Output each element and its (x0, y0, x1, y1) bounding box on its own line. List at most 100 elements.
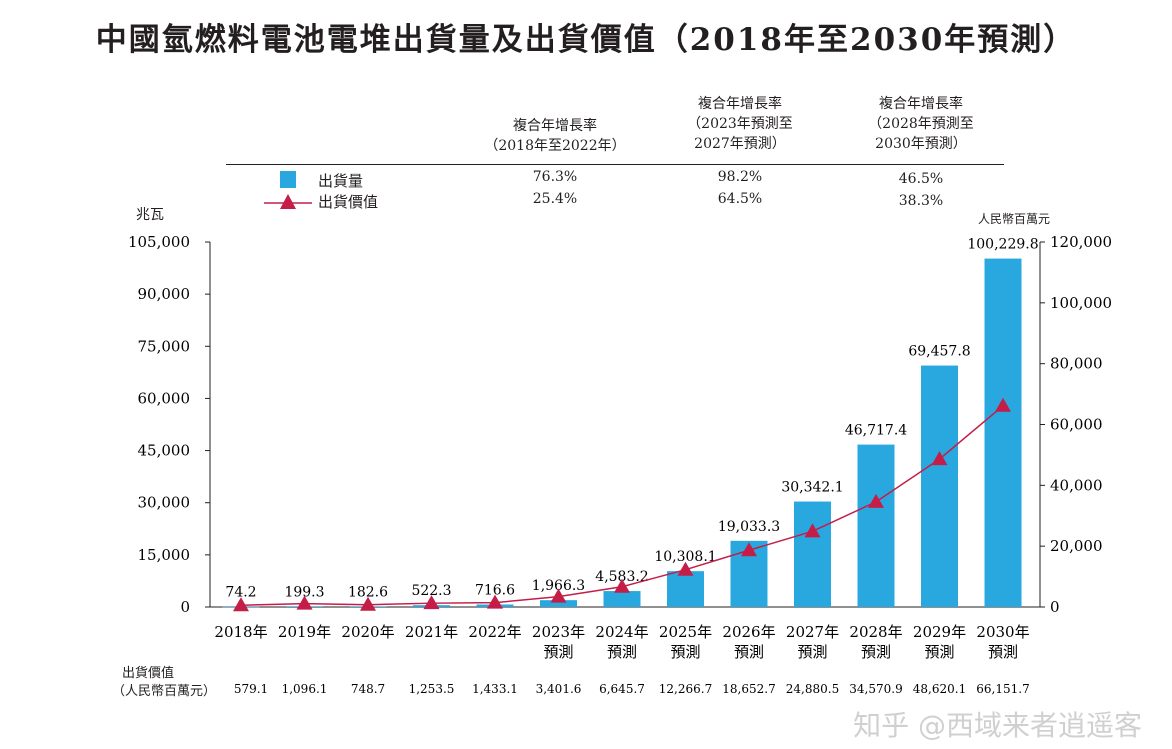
cagr-header-line: 複合年增長率 (879, 96, 963, 112)
value-marker (931, 451, 948, 466)
bar-value-label: 69,457.8 (908, 344, 970, 360)
left-axis-tick-label: 15,000 (138, 546, 191, 564)
x-tick-sublabel: 預測 (797, 643, 827, 661)
bar (603, 591, 641, 607)
right-axis-tick-label: 20,000 (1050, 537, 1103, 555)
cagr-value: 98.2% (717, 169, 763, 185)
value-marker (868, 493, 884, 508)
x-tick-label: 2022年 (468, 623, 521, 641)
bar-value-label: 182.6 (348, 584, 388, 600)
right-axis-tick-label: 80,000 (1050, 355, 1103, 373)
left-axis-tick-label: 0 (180, 598, 190, 616)
left-axis-label: 兆瓦 (136, 207, 164, 223)
right-axis-tick-label: 0 (1050, 598, 1060, 616)
chart-title: 中國氫燃料電池電堆出貨量及出貨價值（2018年至2030年預測） (95, 22, 1077, 58)
bar-value-label: 74.2 (225, 585, 256, 601)
bar-value-label: 10,308.1 (654, 549, 716, 565)
legend-shipment-value: 出貨價值 (318, 193, 379, 211)
value-table-cell: 66,151.7 (976, 682, 1029, 696)
x-tick-label: 2019年 (278, 623, 331, 641)
cagr-header-3: 複合年增長率 （2028年預測至 2030年預測） (836, 94, 1006, 154)
value-table-cell: 748.7 (351, 682, 385, 696)
x-tick-label: 2027年 (786, 623, 839, 641)
value-marker (741, 542, 757, 557)
value-table-cell: 579.1 (234, 682, 268, 696)
bar-value-label: 46,717.4 (845, 423, 907, 439)
cagr-header-line: （2028年預測至 (868, 116, 974, 132)
value-table-cell: 24,880.5 (786, 682, 839, 696)
cagr-header-line: 2030年預測） (875, 136, 967, 152)
bar (857, 444, 895, 607)
legend-line-swatch (264, 194, 312, 209)
right-axis-label: 人民幣百萬元 (978, 212, 1051, 226)
value-marker (423, 595, 440, 610)
x-tick-label: 2030年 (976, 623, 1029, 641)
left-axis-tick-label: 75,000 (138, 337, 191, 355)
value-table-cell: 48,620.1 (913, 682, 966, 696)
x-tick-label: 2021年 (405, 623, 458, 641)
bar-value-label: 4,583.2 (595, 569, 648, 585)
value-marker (550, 588, 567, 603)
table-row-label-2: （人民幣百萬元） (112, 684, 217, 699)
value-table-cell: 1,096.1 (282, 682, 328, 696)
cagr-value: 46.5% (898, 171, 944, 187)
bar (667, 571, 704, 607)
cagr-value: 76.3% (532, 169, 578, 185)
cagr-value: 38.3% (898, 193, 944, 209)
right-axis-tick-label: 40,000 (1050, 476, 1103, 494)
value-table-cell: 18,652.7 (722, 682, 775, 696)
bar (984, 258, 1022, 607)
watermark: 知乎 @西域来者逍遥客 (853, 709, 1142, 742)
bar-value-label: 19,033.3 (718, 519, 780, 535)
value-marker (677, 561, 694, 576)
x-tick-label: 2020年 (341, 623, 394, 641)
x-tick-sublabel: 預測 (861, 643, 891, 661)
bar (540, 600, 577, 607)
value-table-cell: 1,433.1 (472, 682, 518, 696)
x-tick-sublabel: 預測 (924, 643, 954, 661)
bar-value-label: 522.3 (411, 583, 451, 599)
right-axis-tick-label: 120,000 (1050, 233, 1112, 251)
bar (794, 501, 831, 607)
value-marker (360, 596, 376, 611)
cagr-header-line: （2018年至2022年） (484, 138, 626, 154)
bar (921, 365, 958, 607)
value-table-cell: 34,570.9 (849, 682, 902, 696)
x-tick-label: 2026年 (722, 623, 775, 641)
cagr-header-line: 複合年增長率 (698, 96, 782, 112)
x-tick-label: 2028年 (849, 623, 902, 641)
legend-shipment-volume: 出貨量 (318, 172, 364, 190)
value-marker (614, 578, 630, 593)
value-table-cell: 12,266.7 (659, 682, 712, 696)
x-tick-label: 2018年 (214, 623, 267, 641)
bar-value-label: 1,966.3 (532, 578, 585, 594)
x-tick-sublabel: 預測 (543, 643, 573, 661)
left-axis-tick-label: 60,000 (138, 389, 191, 407)
x-tick-label: 2024年 (595, 623, 648, 641)
cagr-header-line: 複合年增長率 (513, 118, 597, 134)
cagr-header-1: 複合年增長率 （2018年至2022年） (470, 116, 640, 156)
table-row-label-1: 出貨價值 (122, 666, 175, 681)
cagr-value: 25.4% (532, 191, 578, 207)
x-tick-label: 2029年 (913, 623, 966, 641)
cagr-header-line: （2023年預測至 (687, 116, 793, 132)
x-tick-sublabel: 預測 (670, 643, 700, 661)
right-axis-tick-label: 100,000 (1050, 294, 1112, 312)
x-tick-sublabel: 預測 (607, 643, 637, 661)
x-tick-label: 2023年 (532, 623, 585, 641)
value-marker (296, 595, 313, 610)
bar-value-label: 199.3 (284, 584, 324, 600)
cagr-value: 64.5% (717, 191, 763, 207)
value-marker (487, 594, 503, 609)
value-marker (233, 597, 249, 612)
value-marker (995, 397, 1011, 412)
left-axis-tick-label: 105,000 (128, 233, 190, 251)
right-axis-tick-label: 60,000 (1050, 416, 1103, 434)
x-tick-label: 2025年 (659, 623, 712, 641)
value-table-cell: 6,645.7 (599, 682, 645, 696)
bar-value-label: 30,342.1 (781, 480, 843, 496)
bar-value-label: 716.6 (475, 583, 515, 599)
value-table-cell: 1,253.5 (409, 682, 455, 696)
cagr-header-2: 複合年增長率 （2023年預測至 2027年預測） (655, 94, 825, 154)
